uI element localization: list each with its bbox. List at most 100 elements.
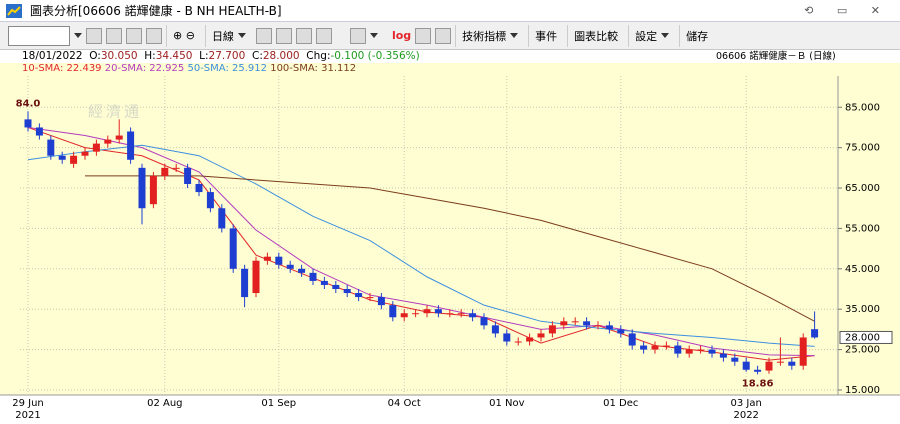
y-tick-label: 75.000 <box>845 143 880 154</box>
x-tick-label: 01 Sep <box>261 398 296 409</box>
quote-value: 28.000 <box>262 50 300 62</box>
candle-body <box>685 349 693 354</box>
moving-average-line <box>27 144 815 347</box>
x-tick-label: 01 Dec <box>603 398 638 409</box>
chart-type-icon[interactable] <box>295 27 312 44</box>
quote-value: 34.450 <box>155 50 193 62</box>
legend-value: 22.439 <box>66 63 102 74</box>
quote-label: O: <box>89 50 101 62</box>
candle-body <box>58 155 66 160</box>
candle-body <box>594 325 602 327</box>
candle-body <box>412 313 420 315</box>
candle-body <box>571 321 579 323</box>
legend-sep: : <box>142 63 150 74</box>
quote-label: Chg: <box>306 50 331 62</box>
candle-body <box>104 139 112 144</box>
candle-body <box>434 309 442 314</box>
grid-icon[interactable] <box>349 27 366 44</box>
toolbar-button[interactable]: 儲存 <box>679 24 714 47</box>
annotation: 18.86 <box>742 378 774 389</box>
y-tick-label: 55.000 <box>845 223 880 234</box>
symbol-input[interactable] <box>8 25 70 46</box>
legend-value: 25.912 <box>232 63 268 74</box>
y-tick-label: 35.000 <box>845 304 880 315</box>
candle-body <box>70 155 78 164</box>
candle-body <box>47 139 55 156</box>
candle-body <box>298 268 306 273</box>
candle-body <box>754 369 762 372</box>
annotation: 84.0 <box>16 98 41 109</box>
candle-body <box>583 321 591 326</box>
candle-body <box>366 297 374 299</box>
candle-body <box>149 175 157 205</box>
candle-body <box>662 345 670 347</box>
x-year-label: 2022 <box>733 410 758 421</box>
quote-row: 18/01/2022 O:30.050 H:34.450 L:27.700 C:… <box>0 50 900 63</box>
quote-label: C: <box>251 50 263 62</box>
tool-icon[interactable] <box>126 27 142 44</box>
candle-body <box>697 349 705 351</box>
quote-value: 30.050 <box>100 50 138 62</box>
candle-body <box>491 325 499 334</box>
candle-body <box>765 361 773 371</box>
candle-body <box>548 325 556 334</box>
candle-body <box>651 345 659 350</box>
candle-body <box>469 313 477 318</box>
window-controls[interactable]: ⟲ ▭ ✕ <box>804 4 890 17</box>
candle-body <box>218 208 226 229</box>
log-button[interactable]: log <box>391 29 412 42</box>
quote-label: H: <box>144 50 156 62</box>
candle-body <box>674 345 682 354</box>
toolbar: ⊕ ⊖ 日線 log 技術指標 事件 圖表比較 設定 儲存 <box>0 22 900 50</box>
window-title: 圖表分析[06606 諾輝健康 - B NH HEALTH-B] <box>30 4 282 18</box>
candle-body <box>628 333 636 346</box>
button-label: 事件 <box>535 29 558 43</box>
candle-body <box>127 131 135 160</box>
candle-body <box>719 353 727 358</box>
toolbar-button[interactable]: 事件 <box>528 24 563 47</box>
tool-icon[interactable] <box>435 27 452 44</box>
quote-date: 18/01/2022 <box>22 50 83 62</box>
candle-body <box>229 228 237 269</box>
chart-type-icon[interactable] <box>315 27 332 44</box>
candle-body <box>138 167 146 209</box>
button-label: 圖表比較 <box>574 29 619 43</box>
watermark: 經濟通 <box>88 103 142 121</box>
y-tick-label: 15.000 <box>845 385 880 396</box>
candle-body <box>560 321 568 326</box>
toolbar-button[interactable]: 技術指標 <box>455 24 524 47</box>
candle-body <box>446 313 454 315</box>
toolbar-button[interactable]: 圖表比較 <box>567 24 624 47</box>
candle-body <box>799 337 807 366</box>
dropdown-arrow[interactable] <box>74 33 82 38</box>
tool-icon[interactable] <box>86 27 102 44</box>
period-button[interactable]: 日線 <box>204 24 252 47</box>
moving-average-line <box>85 175 815 322</box>
legend-name: 50-SMA <box>187 63 226 74</box>
candle-body <box>526 337 534 342</box>
tool-icon[interactable] <box>106 27 122 44</box>
candle-body <box>320 280 328 285</box>
candle-body <box>92 143 100 152</box>
tool-icon[interactable] <box>415 27 432 44</box>
y-tick-label: 65.000 <box>845 183 880 194</box>
tool-icon[interactable] <box>146 27 162 44</box>
last-price-box <box>839 330 893 344</box>
button-label: 儲存 <box>686 29 709 43</box>
sma-legend: 10-SMA: 22.439 20-SMA: 22.925 50-SMA: 25… <box>0 63 900 75</box>
candle-body <box>286 264 294 269</box>
legend-value: 22.925 <box>149 63 185 74</box>
x-tick-label: 03 Jan <box>731 398 762 409</box>
candle-body <box>514 341 522 343</box>
candle-body <box>24 119 32 128</box>
x-tick-label: 04 Oct <box>388 398 421 409</box>
x-tick-label: 01 Nov <box>489 398 525 409</box>
zoom-buttons[interactable]: ⊕ ⊖ <box>166 24 201 47</box>
candle-body <box>400 313 408 318</box>
chart-type-icon[interactable] <box>275 27 292 44</box>
toolbar-button[interactable]: 設定 <box>628 24 675 47</box>
chart-type-icon[interactable] <box>255 27 272 44</box>
candle-body <box>708 349 716 354</box>
